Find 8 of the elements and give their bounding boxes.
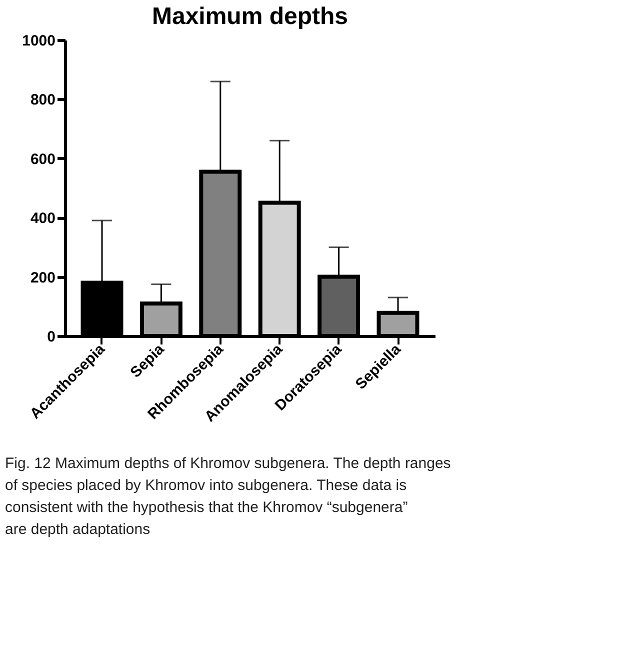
y-tick-label: 200 bbox=[30, 269, 56, 286]
y-tick-label: 0 bbox=[47, 328, 56, 346]
y-tick-label: 800 bbox=[30, 92, 56, 109]
caption: Fig. 12 Maximum depths of Khromov subgenera. The depth ranges of species placed by Khromov into subgenera. These data is consistent with the hypothesis that the Khromov “subgenera” are depth adaptations bbox=[5, 455, 451, 538]
y-tick-label: 400 bbox=[30, 210, 56, 228]
chart-title: Maximum depths bbox=[152, 3, 348, 30]
y-tick-label: 1000 bbox=[22, 32, 56, 50]
y-tick-label: 600 bbox=[30, 150, 56, 168]
